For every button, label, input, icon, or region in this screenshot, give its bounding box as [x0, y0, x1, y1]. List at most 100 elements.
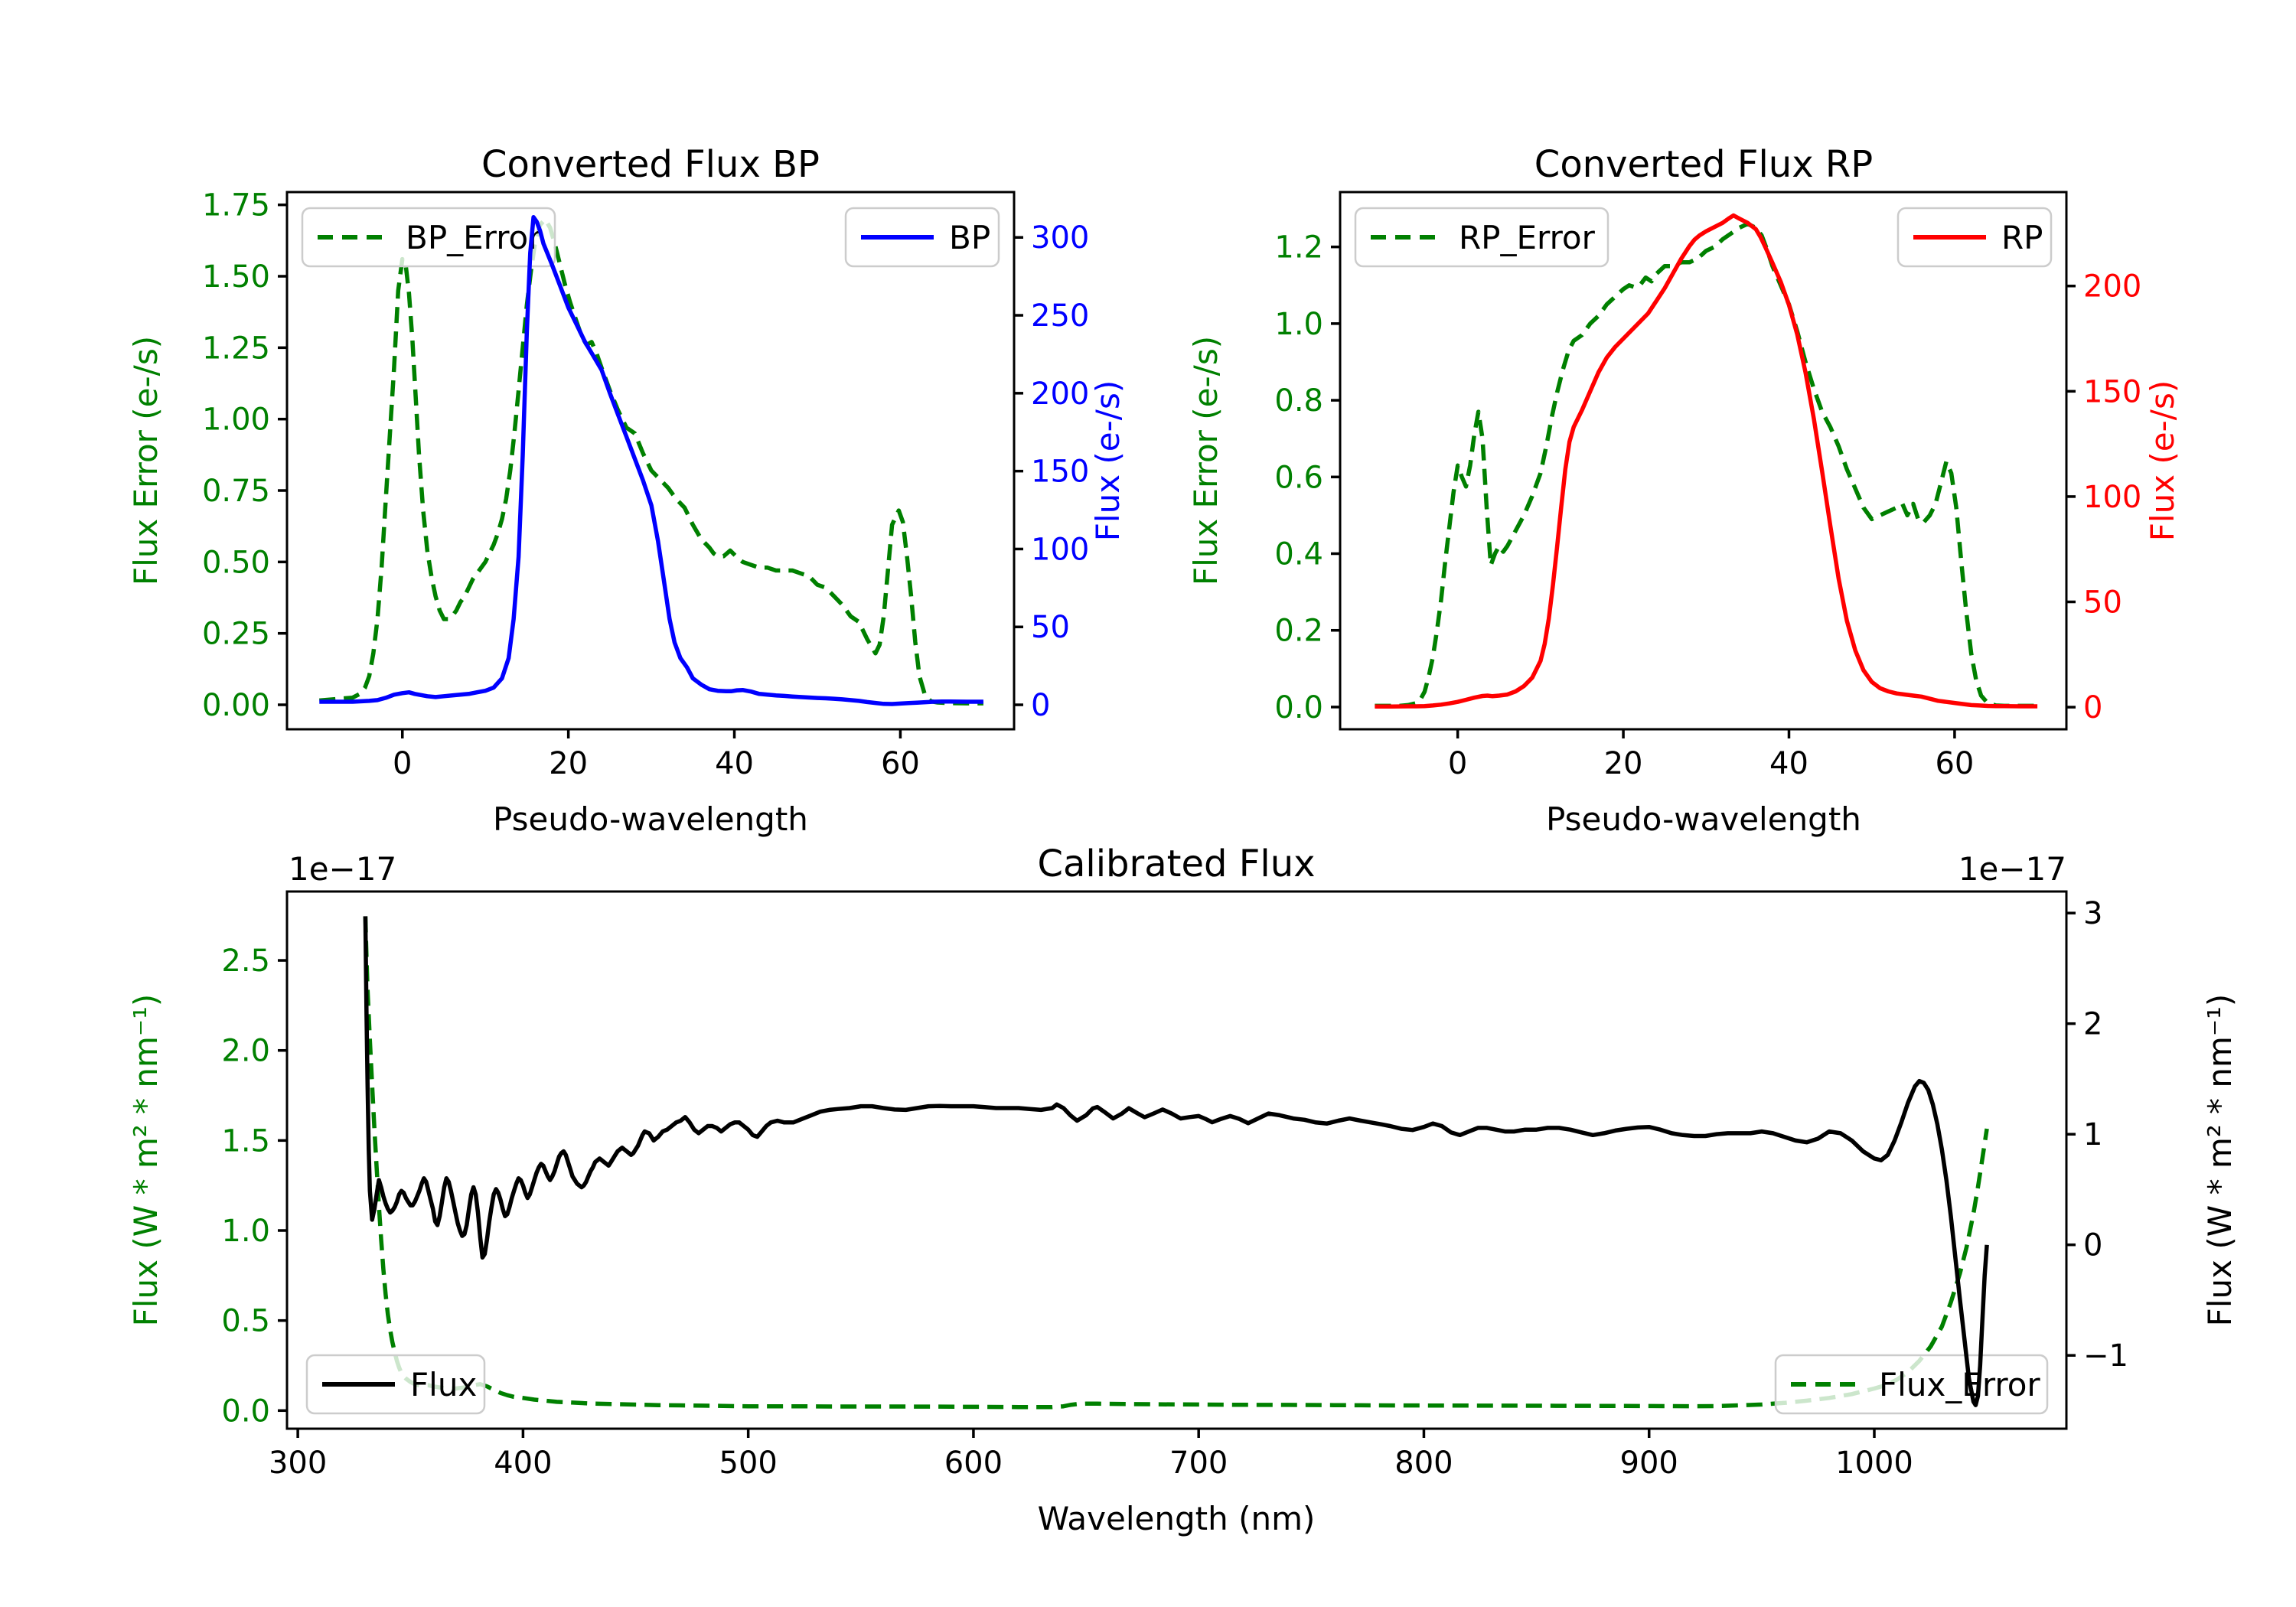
left-y-tick-label: 1.00 [202, 403, 270, 438]
right-y-tick-label: 200 [2083, 269, 2141, 305]
x-tick-label: 900 [1620, 1446, 1678, 1481]
left-y-axis-label: Flux (W * m² * nm⁻¹) [127, 994, 165, 1327]
curve-rp [1375, 213, 2038, 709]
left-axis-offset-text: 1e−17 [289, 850, 396, 888]
left-y-tick-label: 2.0 [221, 1034, 270, 1069]
left-y-tick-label: 0.6 [1274, 460, 1323, 495]
legend-label: RP_Error [1459, 219, 1596, 256]
x-tick-label: 300 [269, 1446, 327, 1481]
subplot-title: Converted Flux RP [1534, 143, 1873, 186]
legend-label: RP [2001, 219, 2043, 256]
right-y-tick-label: 150 [1031, 455, 1089, 490]
right-y-tick-label: 50 [1031, 610, 1070, 645]
right-y-tick-label: 2 [2083, 1007, 2102, 1042]
curve-flux_error [363, 916, 1989, 1410]
left-y-tick-label: 0.0 [1274, 690, 1323, 725]
x-axis-label: Wavelength (nm) [1038, 1500, 1316, 1537]
left-y-axis-label: Flux Error (e-/s) [127, 336, 165, 585]
axes-frame: 0 20 40 60 0.00 0.25 0.50 0.75 1.00 1.25 1.50 1.75 0… [202, 188, 1089, 781]
right-axis-offset-text: 1e−17 [1958, 850, 2066, 888]
curve-rp_error [1375, 221, 2038, 709]
left-y-tick-label: 0.00 [202, 688, 270, 723]
left-y-tick-label: 1.50 [202, 259, 270, 295]
left-y-tick-label: 0.2 [1274, 614, 1323, 649]
right-y-tick-label: 250 [1031, 298, 1089, 334]
left-y-tick-label: 0.0 [221, 1393, 270, 1429]
axes-spine [285, 191, 1016, 731]
x-tick-label: 0 [1448, 746, 1467, 781]
curve-bp_error [319, 217, 983, 706]
left-y-tick-label: 0.50 [202, 545, 270, 580]
axes-frame: 300 400 500 600 700 800 900 1000 0.0 0.5 1.0 1.5 2.0… [221, 890, 2128, 1481]
subplot-title: Converted Flux BP [481, 143, 820, 186]
legend-flux: Flux [305, 1354, 486, 1415]
legend-bp-error: BP_Error [301, 207, 556, 268]
left-y-tick-label: 1.2 [1274, 230, 1323, 266]
axes-spine [285, 890, 2068, 1430]
axes-spine [1339, 191, 2068, 731]
subplot-converted-flux-rp: Converted Flux RP 0 20 40 60 0.0 0.2 0.4 0.6 0.8… [1187, 143, 2181, 838]
x-axis-label: Pseudo-wavelength [1546, 800, 1861, 838]
right-y-tick-label: 0 [2083, 1228, 2102, 1263]
flux-curve-layer [1375, 213, 2038, 709]
x-tick-label: 40 [1769, 746, 1808, 781]
left-y-tick-label: 0.4 [1274, 537, 1323, 572]
x-axis-label: Pseudo-wavelength [493, 800, 808, 838]
x-tick-label: 20 [1604, 746, 1643, 781]
legend-frame [1354, 207, 1609, 268]
right-y-axis-label: Flux (e-/s) [1089, 380, 1127, 541]
legend-flux-error: Flux_Error [1774, 1354, 2049, 1415]
curve-flux [363, 916, 1989, 1407]
right-y-tick-label: 100 [2083, 480, 2141, 515]
error-curve-layer [319, 217, 983, 706]
left-y-axis-label: Flux Error (e-/s) [1187, 336, 1225, 585]
x-tick-label: 700 [1169, 1446, 1228, 1481]
right-y-tick-label: 0 [1031, 688, 1050, 723]
left-y-tick-label: 0.75 [202, 474, 270, 509]
legend-rp-error: RP_Error [1354, 207, 1609, 268]
subplot-calibrated-flux: Calibrated Flux 1e−17 1e−17 300 400 500 600… [127, 843, 2239, 1537]
left-y-tick-label: 1.0 [1274, 307, 1323, 342]
right-y-tick-label: −1 [2083, 1338, 2128, 1374]
x-tick-label: 500 [719, 1446, 777, 1481]
x-tick-label: 800 [1394, 1446, 1453, 1481]
curve-bp [319, 215, 983, 706]
right-y-tick-label: 300 [1031, 220, 1089, 256]
x-tick-label: 60 [881, 746, 920, 781]
x-tick-label: 1000 [1835, 1446, 1913, 1481]
subplot-title: Calibrated Flux [1037, 843, 1315, 885]
axes-frame: 0 20 40 60 0.0 0.2 0.4 0.6 0.8 1.0 1.2 0 50 100 150 200 [1274, 191, 2141, 781]
right-y-tick-label: 50 [2083, 585, 2122, 621]
error-curve-layer [363, 916, 1989, 1410]
legend-frame [301, 207, 556, 268]
legend-label: BP [949, 219, 990, 256]
legend-bp: BP [844, 207, 1000, 268]
left-y-tick-label: 1.75 [202, 188, 270, 223]
right-y-tick-label: 1 [2083, 1117, 2102, 1152]
legend-frame [305, 1354, 486, 1415]
flux-curve-layer [319, 215, 983, 706]
left-y-tick-label: 0.25 [202, 617, 270, 652]
left-y-tick-label: 2.5 [221, 944, 270, 979]
right-y-axis-label: Flux (e-/s) [2144, 380, 2181, 541]
legend-rp: RP [1896, 207, 2053, 268]
subplot-converted-flux-bp: Converted Flux BP 0 20 40 60 0.00 0.25 0.50 0.7… [127, 143, 1127, 838]
right-y-tick-label: 3 [2083, 896, 2102, 931]
x-tick-label: 60 [1935, 746, 1974, 781]
flux-curve-layer [363, 916, 1989, 1407]
right-y-tick-label: 100 [1031, 532, 1089, 567]
left-y-tick-label: 1.5 [221, 1123, 270, 1159]
legend-label: Flux [410, 1366, 477, 1403]
x-tick-label: 0 [393, 746, 412, 781]
left-y-tick-label: 0.8 [1274, 383, 1323, 419]
left-y-tick-label: 1.25 [202, 331, 270, 366]
left-y-tick-label: 1.0 [221, 1214, 270, 1249]
right-y-axis-label: Flux (W * m² * nm⁻¹) [2201, 994, 2239, 1327]
right-y-tick-label: 200 [1031, 376, 1089, 412]
right-y-tick-label: 150 [2083, 374, 2141, 409]
left-y-tick-label: 0.5 [221, 1304, 270, 1339]
legend-label: Flux_Error [1879, 1366, 2040, 1403]
x-tick-label: 20 [549, 746, 588, 781]
